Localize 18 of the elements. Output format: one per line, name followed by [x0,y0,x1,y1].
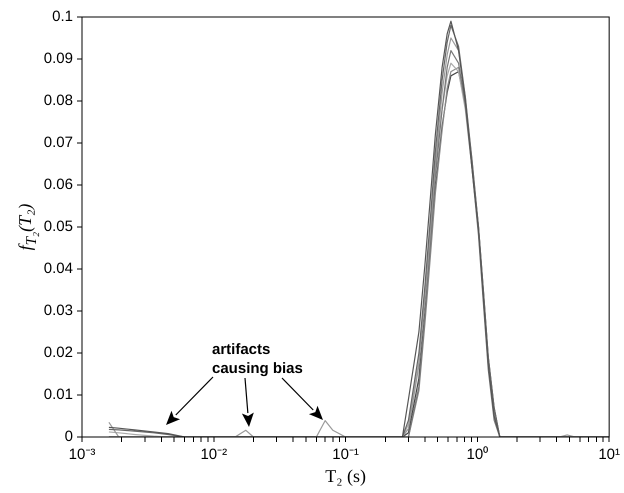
y-tick-label: 0.06 [44,176,73,194]
y-tick-label: 0.03 [44,302,73,320]
x-axis-title: T₂ (s) [324,466,367,487]
y-tick-label: 0.01 [44,386,73,404]
x-tick-label: 10⁻³ [68,446,96,464]
y-tick-label: 0.02 [44,344,73,362]
x-tick-label: 10¹ [598,446,620,464]
y-tick-label: 0.1 [52,8,73,26]
annotation: artifacts causing bias [212,340,304,378]
x-tick-label: 10⁻¹ [332,446,359,464]
y-tick-label: 0.08 [44,92,73,110]
y-tick-label: 0.07 [44,134,73,152]
y-tick-label: 0.04 [44,260,73,278]
x-tick-label: 10⁻² [200,446,228,464]
y-tick-label: 0.09 [44,50,73,68]
y-tick-label: 0 [64,428,73,446]
y-tick-label: 0.05 [44,218,73,236]
x-tick-label: 10⁰ [466,446,488,464]
